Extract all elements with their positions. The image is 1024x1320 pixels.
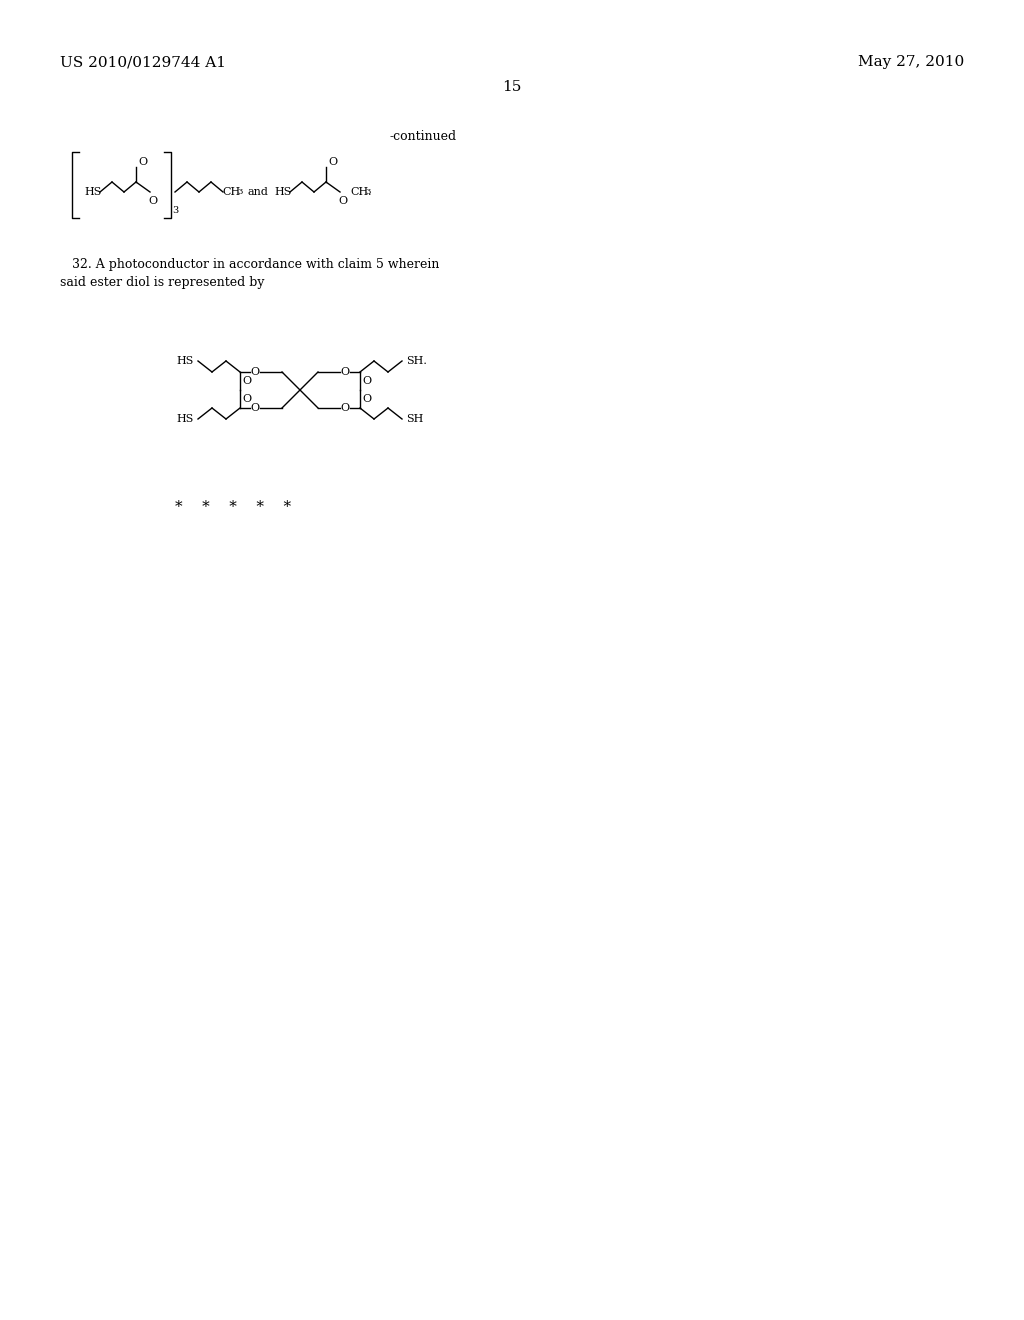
Text: 3: 3 [237,187,243,195]
Text: US 2010/0129744 A1: US 2010/0129744 A1 [60,55,226,69]
Text: O: O [340,403,349,413]
Text: O: O [148,195,157,206]
Text: 3: 3 [365,187,371,195]
Text: O: O [362,376,371,385]
Text: O: O [362,393,371,404]
Text: O: O [338,195,347,206]
Text: O: O [251,367,259,378]
Text: HS: HS [84,187,101,197]
Text: O: O [251,403,259,413]
Text: .: . [368,187,372,197]
Text: 15: 15 [503,81,521,94]
Text: SH.: SH. [406,356,427,366]
Text: HS: HS [274,187,292,197]
Text: CH: CH [350,187,369,197]
Text: 3: 3 [172,206,178,215]
Text: said ester diol is represented by: said ester diol is represented by [60,276,264,289]
Text: 32. A photoconductor in accordance with claim 5 wherein: 32. A photoconductor in accordance with … [60,257,439,271]
Text: *    *    *    *    *: * * * * * [175,500,291,513]
Text: O: O [242,393,251,404]
Text: -continued: -continued [390,129,457,143]
Text: HS: HS [176,414,194,424]
Text: O: O [340,367,349,378]
Text: SH: SH [406,414,423,424]
Text: O: O [328,157,337,168]
Text: HS: HS [176,356,194,366]
Text: CH: CH [222,187,241,197]
Text: May 27, 2010: May 27, 2010 [858,55,964,69]
Text: O: O [242,376,251,385]
Text: O: O [138,157,147,168]
Text: and: and [248,187,269,197]
